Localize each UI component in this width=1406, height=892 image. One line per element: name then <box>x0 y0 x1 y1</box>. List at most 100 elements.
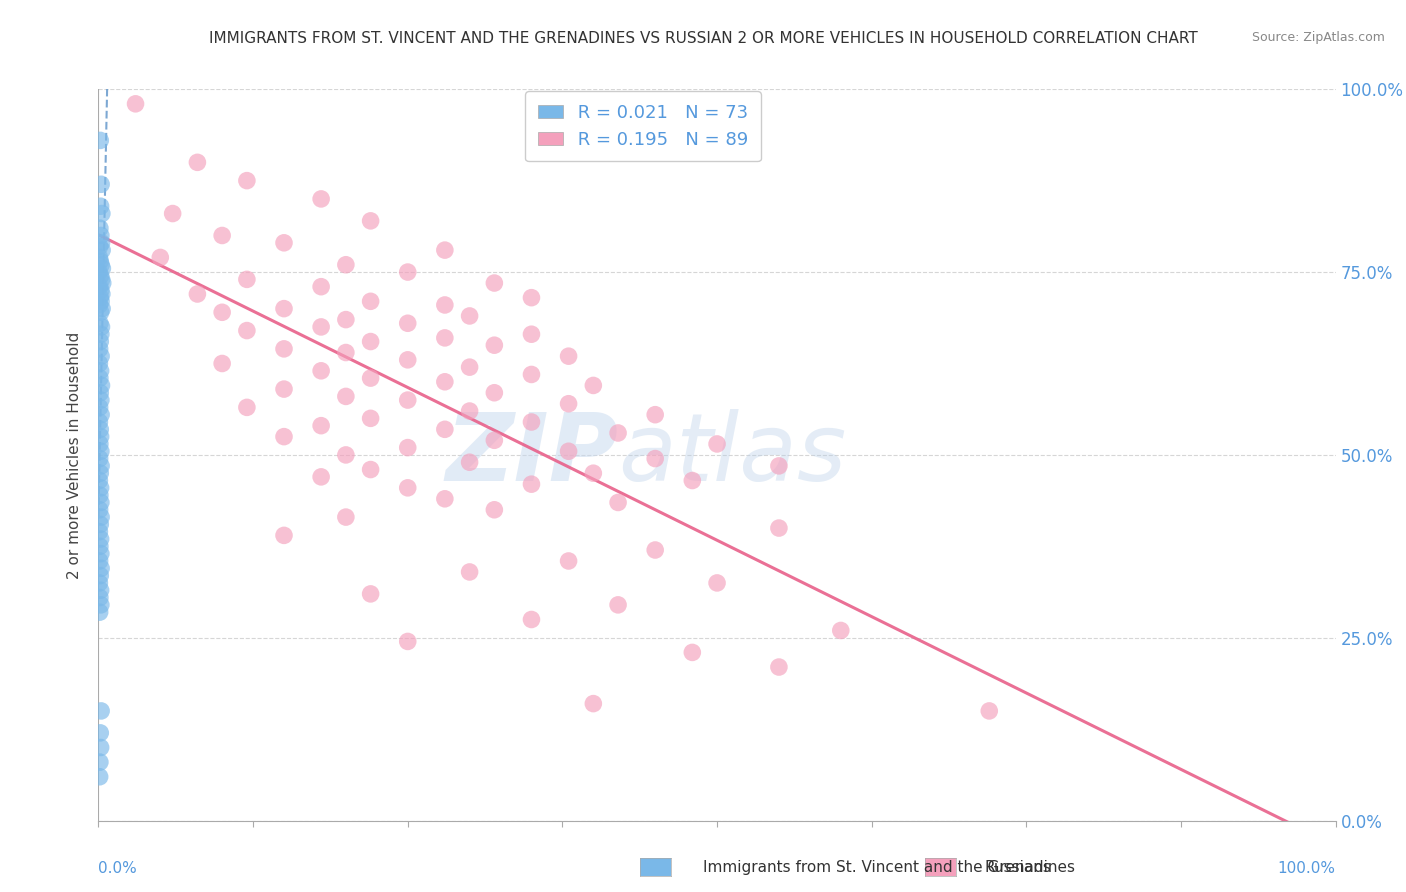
Point <box>89 568 111 582</box>
Point <box>520 477 543 491</box>
Point <box>433 331 456 345</box>
Point <box>557 444 579 458</box>
Point <box>186 287 208 301</box>
Point <box>89 524 111 539</box>
Point <box>90 481 112 495</box>
Text: IMMIGRANTS FROM ST. VINCENT AND THE GRENADINES VS RUSSIAN 2 OR MORE VEHICLES IN : IMMIGRANTS FROM ST. VINCENT AND THE GREN… <box>208 31 1198 46</box>
Point <box>90 740 112 755</box>
Point <box>89 334 111 349</box>
Point <box>89 279 111 293</box>
Point <box>89 437 111 451</box>
Point <box>273 342 295 356</box>
Point <box>90 235 112 250</box>
Point <box>90 510 112 524</box>
Point <box>309 192 332 206</box>
Point <box>335 345 357 359</box>
Point <box>89 474 111 488</box>
Point <box>91 276 114 290</box>
Point <box>91 261 114 276</box>
Point <box>90 598 112 612</box>
Point <box>458 455 481 469</box>
Point <box>90 349 112 363</box>
Point <box>89 503 111 517</box>
Point <box>186 155 208 169</box>
Point <box>89 466 111 480</box>
Text: Source: ZipAtlas.com: Source: ZipAtlas.com <box>1251 31 1385 45</box>
Point <box>520 368 543 382</box>
Point <box>433 298 456 312</box>
Point <box>90 378 112 392</box>
Point <box>706 576 728 591</box>
Point <box>396 316 419 330</box>
Legend:  R = 0.021   N = 73,  R = 0.195   N = 89: R = 0.021 N = 73, R = 0.195 N = 89 <box>524 91 761 161</box>
Point <box>396 481 419 495</box>
Point <box>706 437 728 451</box>
Point <box>89 342 111 356</box>
Point <box>89 517 111 532</box>
Point <box>90 430 112 444</box>
Point <box>89 401 111 415</box>
Point <box>557 554 579 568</box>
Point <box>335 389 357 403</box>
Point <box>433 243 456 257</box>
Point <box>768 660 790 674</box>
Point <box>89 726 111 740</box>
Point <box>89 605 111 619</box>
Point <box>582 697 605 711</box>
Point <box>360 371 382 385</box>
Point <box>90 495 112 509</box>
Point <box>644 408 666 422</box>
Point <box>91 301 114 316</box>
Point <box>211 305 233 319</box>
Point <box>309 418 332 433</box>
Point <box>211 228 233 243</box>
Text: 0.0%: 0.0% <box>98 861 138 876</box>
Point <box>681 474 703 488</box>
Text: Russians: Russians <box>984 860 1052 874</box>
Point <box>768 458 790 473</box>
Point <box>90 704 112 718</box>
Point <box>335 258 357 272</box>
Point <box>90 327 112 342</box>
Point <box>309 279 332 293</box>
Point <box>273 528 295 542</box>
Point <box>236 401 259 415</box>
Point <box>607 495 630 509</box>
Point <box>768 521 790 535</box>
Point <box>89 251 111 265</box>
Point <box>458 404 481 418</box>
Point <box>89 357 111 371</box>
Point <box>90 408 112 422</box>
Point <box>90 206 112 220</box>
Point <box>396 265 419 279</box>
Point <box>90 583 112 598</box>
Point <box>149 251 172 265</box>
Point <box>90 305 112 319</box>
Text: Immigrants from St. Vincent and the Grenadines: Immigrants from St. Vincent and the Gren… <box>703 860 1076 874</box>
Y-axis label: 2 or more Vehicles in Household: 2 or more Vehicles in Household <box>67 331 83 579</box>
Point <box>89 755 111 769</box>
Point <box>458 309 481 323</box>
Text: 100.0%: 100.0% <box>1278 861 1336 876</box>
Point <box>484 503 506 517</box>
Point <box>90 284 112 298</box>
Point <box>89 576 111 591</box>
Point <box>89 221 111 235</box>
Point <box>89 298 111 312</box>
Point <box>89 316 111 330</box>
Text: atlas: atlas <box>619 409 846 500</box>
Point <box>484 385 506 400</box>
Point <box>607 425 630 440</box>
Point <box>90 178 112 192</box>
Point <box>484 276 506 290</box>
Point <box>458 360 481 375</box>
Point <box>89 770 111 784</box>
Point <box>236 174 259 188</box>
Point <box>360 462 382 476</box>
Point <box>91 243 114 257</box>
Point <box>458 565 481 579</box>
Point <box>396 392 419 407</box>
Point <box>520 327 543 342</box>
Point <box>89 422 111 436</box>
Point <box>396 441 419 455</box>
